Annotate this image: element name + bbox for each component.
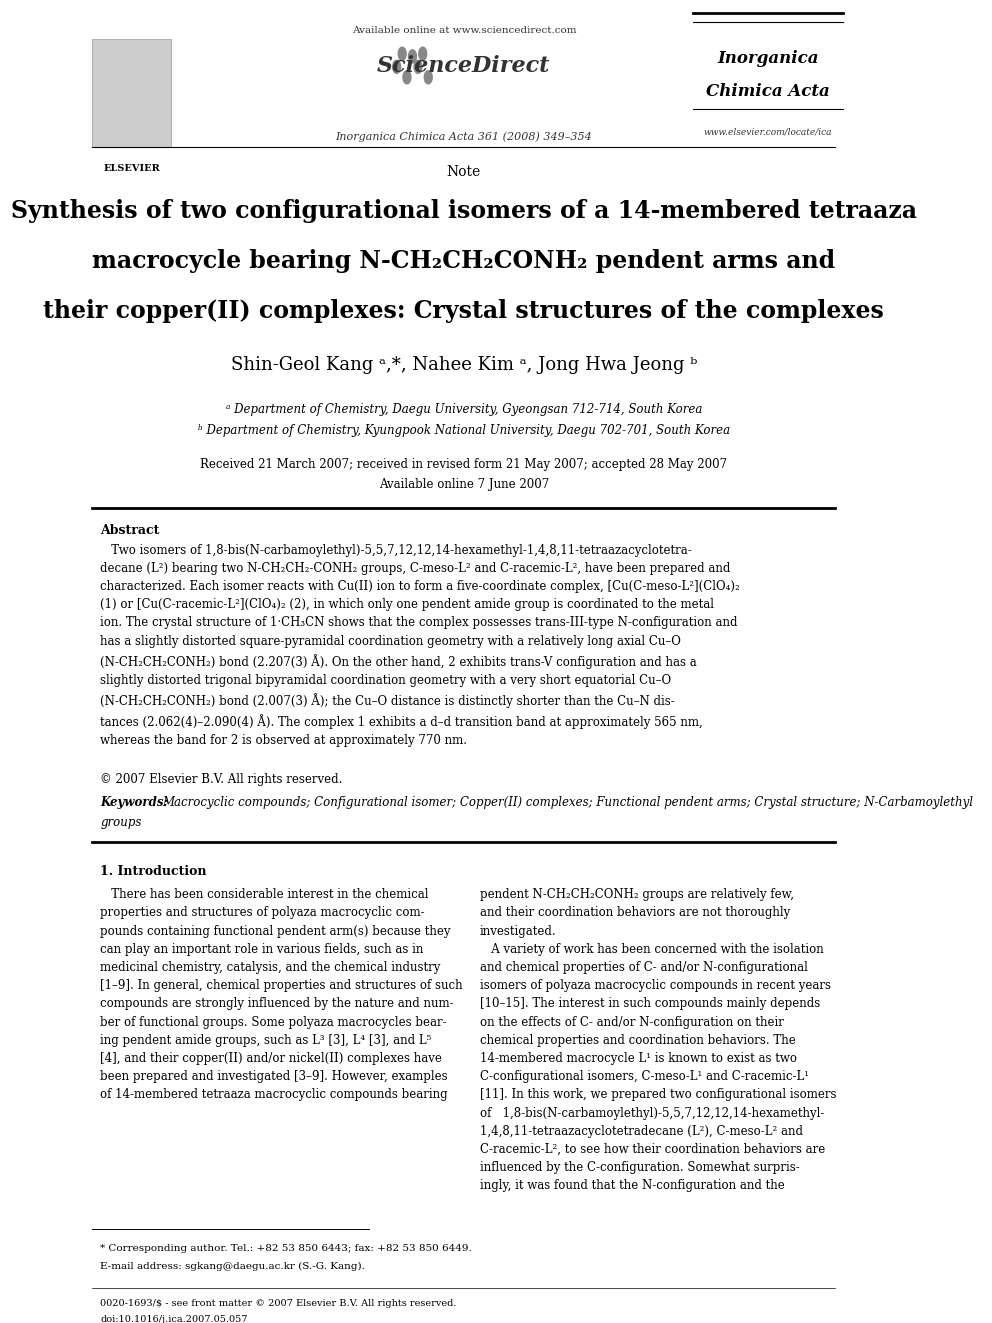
Text: their copper(II) complexes: Crystal structures of the complexes: their copper(II) complexes: Crystal stru…	[44, 299, 884, 323]
Text: Inorganica: Inorganica	[717, 50, 819, 66]
Text: Inorganica Chimica Acta 361 (2008) 349–354: Inorganica Chimica Acta 361 (2008) 349–3…	[335, 131, 592, 142]
Text: www.elsevier.com/locate/ica: www.elsevier.com/locate/ica	[704, 127, 832, 136]
Text: Two isomers of 1,8-bis(N-carbamoylethyl)-5,5,7,12,12,14-hexamethyl-1,4,8,11-tetr: Two isomers of 1,8-bis(N-carbamoylethyl)…	[100, 544, 740, 747]
Circle shape	[419, 48, 427, 61]
Circle shape	[403, 70, 411, 83]
Text: macrocycle bearing N-CH₂CH₂CONH₂ pendent arms and: macrocycle bearing N-CH₂CH₂CONH₂ pendent…	[92, 249, 835, 273]
Text: 1. Introduction: 1. Introduction	[100, 864, 206, 877]
Text: doi:10.1016/j.ica.2007.05.057: doi:10.1016/j.ica.2007.05.057	[100, 1315, 248, 1323]
Text: Keywords:: Keywords:	[100, 796, 168, 810]
Text: 0020-1693/$ - see front matter © 2007 Elsevier B.V. All rights reserved.: 0020-1693/$ - see front matter © 2007 El…	[100, 1299, 456, 1308]
Circle shape	[414, 61, 422, 73]
Text: Shin-Geol Kang ᵃ,*, Nahee Kim ᵃ, Jong Hwa Jeong ᵇ: Shin-Geol Kang ᵃ,*, Nahee Kim ᵃ, Jong Hw…	[231, 356, 697, 374]
Text: pendent N-CH₂CH₂CONH₂ groups are relatively few,
and their coordination behavior: pendent N-CH₂CH₂CONH₂ groups are relativ…	[480, 888, 836, 1192]
Circle shape	[409, 50, 417, 64]
Text: ELSEVIER: ELSEVIER	[103, 164, 161, 173]
Text: Received 21 March 2007; received in revised form 21 May 2007; accepted 28 May 20: Received 21 March 2007; received in revi…	[200, 459, 727, 471]
Text: Chimica Acta: Chimica Acta	[706, 82, 830, 99]
Text: © 2007 Elsevier B.V. All rights reserved.: © 2007 Elsevier B.V. All rights reserved…	[100, 773, 342, 786]
Text: Abstract: Abstract	[100, 524, 160, 537]
Circle shape	[425, 70, 433, 83]
Text: Synthesis of two configurational isomers of a 14-membered tetraaza: Synthesis of two configurational isomers…	[11, 198, 917, 224]
Text: Note: Note	[446, 165, 481, 179]
Text: Available online at www.sciencedirect.com: Available online at www.sciencedirect.co…	[351, 26, 576, 36]
Circle shape	[398, 48, 406, 61]
Text: * Corresponding author. Tel.: +82 53 850 6443; fax: +82 53 850 6449.: * Corresponding author. Tel.: +82 53 850…	[100, 1245, 472, 1253]
Text: ᵇ Department of Chemistry, Kyungpook National University, Daegu 702-701, South K: ᵇ Department of Chemistry, Kyungpook Nat…	[197, 425, 730, 438]
Text: E-mail address: sgkang@daegu.ac.kr (S.-G. Kang).: E-mail address: sgkang@daegu.ac.kr (S.-G…	[100, 1261, 365, 1270]
Text: groups: groups	[100, 816, 142, 830]
Text: ScienceDirect: ScienceDirect	[377, 56, 551, 77]
Text: ᵃ Department of Chemistry, Daegu University, Gyeongsan 712-714, South Korea: ᵃ Department of Chemistry, Daegu Univers…	[225, 404, 702, 417]
Text: There has been considerable interest in the chemical
properties and structures o: There has been considerable interest in …	[100, 888, 463, 1101]
Circle shape	[393, 61, 401, 73]
Text: Available online 7 June 2007: Available online 7 June 2007	[379, 478, 549, 491]
Text: Macrocyclic compounds; Configurational isomer; Copper(II) complexes; Functional : Macrocyclic compounds; Configurational i…	[162, 796, 973, 810]
FancyBboxPatch shape	[92, 40, 172, 147]
